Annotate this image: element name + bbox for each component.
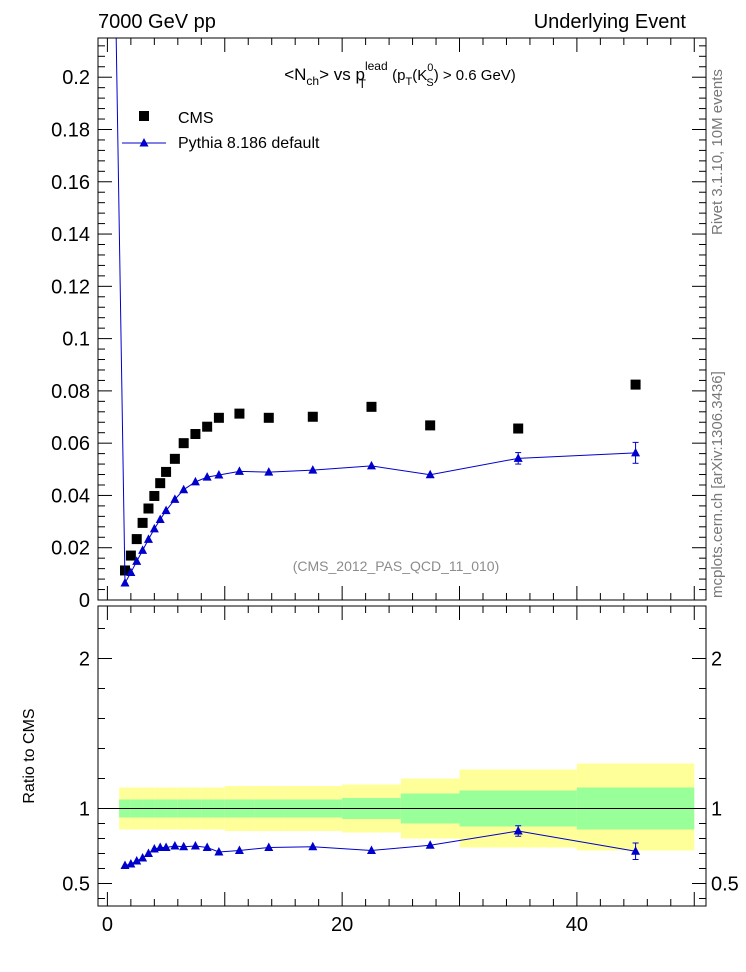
ratio-point [161,842,171,851]
ratio-point [366,845,376,854]
cms-point [366,401,377,412]
top-frame [97,37,707,601]
top-ytick-label: 0.14 [51,224,90,246]
pythia-point [155,514,165,523]
bot-ytick-label-left: 2 [79,649,90,671]
bottom-frame [97,605,707,907]
legend-cms-marker [139,111,149,121]
top-ytick-label: 0.1 [62,329,90,351]
cms-point [125,550,136,561]
ratio-bands [119,763,695,851]
pythia-point [143,534,153,543]
top-ytick-label: 0 [79,590,90,612]
bot-xtick-label: 0 [102,914,113,936]
top-ytick-label: 0.02 [51,538,90,560]
legend-pythia-marker [139,138,149,147]
header-left: 7000 GeV pp [98,11,216,33]
pythia-point [513,453,523,462]
cms-point [149,490,160,501]
cms-point [137,517,148,528]
bottom-axis-ticks: 0.5 0.51 12 20 20 40 [62,606,739,936]
cms-point [307,411,318,422]
cms-point [513,423,524,434]
legend: CMS Pythia 8.186 default [122,110,320,152]
bot-ytick-label-right: 1 [711,799,722,821]
cms-point [131,534,142,545]
pythia-point [120,578,130,587]
cms-point [630,379,641,390]
bot-ytick-label-right: 2 [711,649,722,671]
pythia-point [214,470,224,479]
cms-point [234,408,245,419]
cms-point [143,503,154,514]
pythia-point [190,476,200,486]
top-ytick-label: 0.06 [51,433,90,455]
ratio-point [138,853,148,862]
top-ytick-label: 0.2 [62,67,90,89]
pythia-point [161,505,171,515]
ratio-point [132,856,142,865]
pythia-point [264,467,274,476]
ratio-point [513,826,523,835]
ratio-point [155,842,165,851]
cms-point [425,420,436,431]
pythia-point [138,545,148,554]
pythia-point [149,523,159,533]
ratio-point [170,841,180,850]
cms-point [190,429,201,440]
pythia-point [234,466,244,475]
cms-point [213,412,224,423]
bot-xtick-label: 40 [566,914,588,936]
cms-point [155,478,166,489]
bot-ytick-label-left: 1 [79,799,90,821]
top-ytick-label: 0.08 [51,381,90,403]
pythia-point [308,465,318,474]
ratio-point [179,841,189,851]
ratio-point [202,842,212,851]
ratio-ylabel: Ratio to CMS [21,708,38,803]
pythia-point [126,567,136,577]
pythia-point [202,472,212,481]
ratio-data-marks [120,825,641,869]
pythia-point [425,469,435,479]
pythia-point [179,484,189,494]
cms-point [169,453,180,464]
cms-point [263,412,274,423]
header-right: Underlying Event [534,11,687,33]
top-ytick-label: 0.12 [51,276,90,298]
legend-cms-label: CMS [178,110,214,127]
bot-ytick-label-left: 0.5 [62,874,90,896]
plot-title: <Nch> vs plead T (pT(K0 S) > 0.6 GeV) [284,59,516,91]
pythia-point [170,494,180,503]
ratio-point [264,842,274,851]
ratio-point [425,840,435,849]
pythia-point [631,447,641,457]
top-data-marks [115,38,641,587]
pythia-point [132,556,142,565]
top-ytick-label: 0.16 [51,172,90,194]
bot-ytick-label-right: 0.5 [711,874,739,896]
pythia-point [366,460,376,470]
ratio-point [214,847,224,856]
top-ytick-label: 0.18 [51,119,90,141]
top-axis-ticks: 0 0.02 0.04 0.06 0.08 0.1 0.12 0.14 0.16 0.18 0.2 [51,38,706,612]
bot-xtick-label: 20 [331,914,353,936]
ratio-point [190,841,200,850]
analysis-reference: (CMS_2012_PAS_QCD_11_010) [293,558,500,574]
ratio-point [126,859,136,868]
cms-point [161,466,172,477]
cms-point [202,421,213,432]
top-ytick-label: 0.04 [51,485,90,507]
legend-pythia-label: Pythia 8.186 default [178,135,320,152]
ratio-point [143,848,153,857]
mcplots-label: mcplots.cern.ch [arXiv:1306.3436] [709,371,726,598]
cms-point [178,438,189,449]
ratio-point [631,846,641,855]
ratio-point [234,845,244,854]
rivet-label: Rivet 3.1.10, 10M events [709,69,726,235]
ratio-point [308,841,318,851]
